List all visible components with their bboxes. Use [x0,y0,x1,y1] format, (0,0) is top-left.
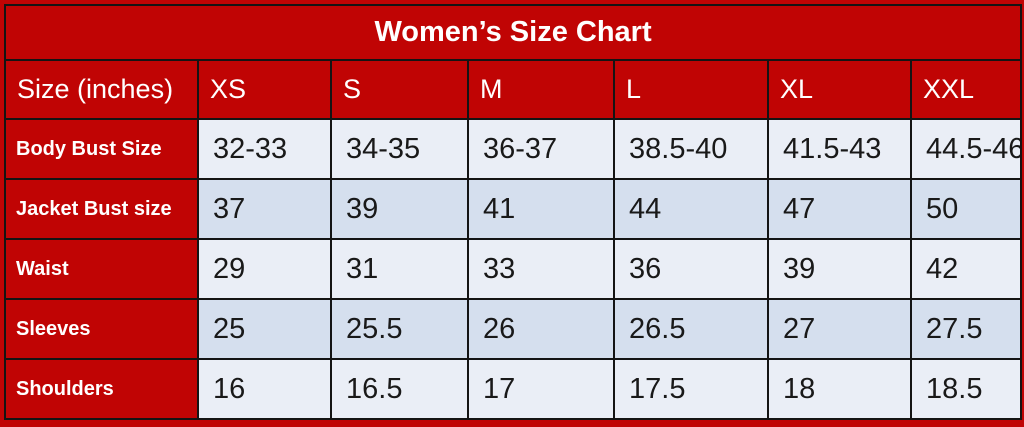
size-chart-table: Women’s Size Chart Size (inches) XS S M … [3,4,1023,420]
column-header-xs: XS [197,59,332,120]
header-row: Size (inches) XS S M L XL XXL [4,59,1023,120]
size-value-cell: 34-35 [330,118,469,180]
size-value-cell: 25.5 [330,298,469,360]
size-value-cell: 36 [613,238,769,300]
size-value-cell: 47 [767,178,912,240]
row-label-waist: Waist [4,238,199,300]
size-value-cell: 39 [767,238,912,300]
size-value-cell: 33 [467,238,615,300]
table-row-jacket-bust: Jacket Bust size 37 39 41 44 47 50 [4,178,1023,240]
size-value-cell: 16.5 [330,358,469,420]
row-label-sleeves: Sleeves [4,298,199,360]
size-value-cell: 18.5 [909,358,1023,420]
size-value-cell: 41 [467,178,615,240]
size-value-cell: 39 [330,178,469,240]
row-label-jacket-bust: Jacket Bust size [4,178,199,240]
size-value-cell: 32-33 [197,118,332,180]
table-row-sleeves: Sleeves 25 25.5 26 26.5 27 27.5 [4,298,1023,360]
row-label-shoulders: Shoulders [4,358,199,420]
table-row-shoulders: Shoulders 16 16.5 17 17.5 18 18.5 [4,358,1023,420]
size-value-cell: 41.5-43 [767,118,912,180]
size-value-cell: 42 [909,238,1023,300]
column-header-xl: XL [767,59,912,120]
size-value-cell: 44.5-46 [909,118,1023,180]
size-value-cell: 44 [613,178,769,240]
size-value-cell: 31 [330,238,469,300]
column-header-l: L [613,59,769,120]
size-value-cell: 27 [767,298,912,360]
size-value-cell: 17.5 [613,358,769,420]
table-row-waist: Waist 29 31 33 36 39 42 [4,238,1023,300]
size-value-cell: 50 [909,178,1023,240]
size-value-cell: 25 [197,298,332,360]
page-title: Women’s Size Chart [3,4,1023,61]
size-value-cell: 26.5 [613,298,769,360]
column-header-s: S [330,59,469,120]
size-chart-panel: Women’s Size Chart Size (inches) XS S M … [3,4,1023,420]
size-value-cell: 29 [197,238,332,300]
column-header-size-inches: Size (inches) [4,59,199,120]
size-value-cell: 17 [467,358,615,420]
size-value-cell: 38.5-40 [613,118,769,180]
size-value-cell: 26 [467,298,615,360]
size-value-cell: 37 [197,178,332,240]
column-header-m: M [467,59,615,120]
size-value-cell: 16 [197,358,332,420]
size-value-cell: 36-37 [467,118,615,180]
column-header-xxl: XXL [909,59,1023,120]
size-value-cell: 27.5 [909,298,1023,360]
row-label-body-bust: Body Bust Size [4,118,199,180]
title-row: Women’s Size Chart [3,4,1023,61]
size-value-cell: 18 [767,358,912,420]
table-row-body-bust: Body Bust Size 32-33 34-35 36-37 38.5-40… [4,118,1023,180]
